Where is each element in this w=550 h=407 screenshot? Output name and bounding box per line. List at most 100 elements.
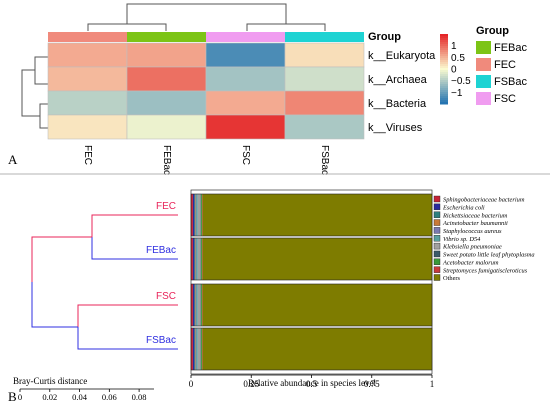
bar-outline (190, 193, 433, 237)
scale-axis-tick-label: 0.06 (102, 392, 117, 402)
colorbar-tick-label: 1 (451, 41, 457, 52)
group-annotation-cell (127, 32, 206, 42)
sample-label: FSBac (146, 335, 176, 346)
colorbar-segment (440, 50, 448, 53)
species-legend-label: Streptomyces fumigatiscleroticus (443, 267, 528, 274)
panel-label-a: A (8, 152, 18, 167)
colorbar-segment (440, 80, 448, 83)
bar-outline (190, 327, 433, 371)
species-legend-label: Sphingobacteriaceae bacterium (443, 197, 525, 204)
stacked-bars (190, 189, 433, 375)
heatmap-cell (126, 42, 207, 68)
row-label: k__Eukaryota (368, 50, 436, 62)
colorbar-segment (440, 76, 448, 79)
abundance-x-axis: 0 0.25 0.5 0.75 1 (189, 374, 435, 389)
species-legend-swatch (433, 250, 441, 258)
species-legend-label: Acetobacter malorum (442, 259, 499, 266)
dendrogram-branch (91, 214, 178, 237)
bar-segment (195, 284, 197, 326)
colorbar-segment (440, 96, 448, 99)
colorbar-segment (440, 40, 448, 43)
bar-segment (197, 328, 201, 370)
bar-segment (194, 328, 196, 370)
colorbar-segment (440, 48, 448, 51)
heatmap-cell (205, 66, 286, 92)
bar-segment (200, 238, 202, 280)
colorbar-segment (440, 98, 448, 101)
colorbar-segment (440, 62, 448, 65)
species-legend: Sphingobacteriaceae bacteriumEscherichia… (433, 195, 535, 282)
row-labels: k__Eukaryota k__Archaea k__Bacteria k__Viru… (368, 50, 436, 134)
column-label: FSBac (319, 145, 330, 175)
bar-segment (202, 238, 203, 280)
sample-label: FEBac (146, 245, 176, 256)
bar-segment (201, 194, 203, 236)
group-annotation-label: Group (368, 31, 401, 43)
bar-segment (195, 328, 196, 370)
colorbar-tick-label: 0 (451, 65, 457, 76)
colorbar-segment (440, 66, 448, 69)
bar-segment (195, 328, 197, 370)
bar-segment (202, 194, 203, 236)
panel-label-b: B (8, 389, 17, 404)
colorbar-segment (440, 54, 448, 57)
bar-segment (202, 238, 432, 280)
heatmap-cell (126, 66, 207, 92)
species-legend-label: Vibrio sp. D54 (443, 236, 481, 243)
bar-segment (197, 238, 201, 280)
group-annotation-cell (206, 32, 285, 42)
bar-segment (191, 194, 193, 236)
heatmap-cell (126, 90, 207, 116)
colorbar-segment (440, 34, 448, 37)
dendrogram-branch (91, 237, 178, 260)
row-label: k__Archaea (368, 74, 428, 86)
colorbar-segment (440, 42, 448, 45)
colorbar-segment (440, 74, 448, 77)
heatmap-cell (47, 90, 128, 116)
species-legend-label: Klebsiella pneumoniae (442, 244, 502, 251)
bar-segment (196, 194, 198, 236)
bar-segment (197, 194, 201, 236)
bray-curtis-axis: 0 0.02 0.04 0.06 0.08 (18, 388, 154, 402)
scale-axis-tick-label: 0.02 (42, 392, 57, 402)
scale-axis-tick-label: 0.04 (72, 392, 88, 402)
colorbar-segment (440, 44, 448, 47)
bar-segment (202, 284, 432, 326)
colorbar-segment (440, 68, 448, 71)
bar-segment (202, 328, 203, 370)
group-legend-title: Group (476, 25, 509, 37)
colorbar-segment (440, 70, 448, 73)
column-dendrogram (87, 3, 326, 31)
bar-segment (202, 194, 432, 236)
species-legend-swatch (433, 235, 441, 242)
heatmap-panel: Group k__Eukaryota k__Archaea k__Bacteriak… (8, 3, 528, 175)
bar-segment (191, 284, 193, 326)
colorbar-segment (440, 82, 448, 85)
colorbar-segment (440, 72, 448, 75)
species-legend-label: Acinetobacter baumannii (442, 220, 508, 227)
bar-segment (200, 194, 202, 236)
heatmap-cell (205, 114, 286, 140)
species-legend-label: Staphylococcus aureus (443, 228, 502, 235)
bar-segment (194, 194, 196, 236)
column-labels: FEC FEBac FSC FSBac (82, 145, 330, 175)
species-legend-swatch (433, 219, 441, 226)
x-axis-tick-label: 0.75 (364, 379, 380, 389)
species-legend-swatch (433, 258, 441, 265)
bar-segment (194, 284, 196, 326)
colorbar-segment (440, 60, 448, 63)
colorbar-segment (440, 86, 448, 89)
bar-segment (201, 284, 203, 326)
heatmap-cell (284, 66, 365, 92)
bar-segment (192, 328, 195, 370)
species-legend-swatch (433, 274, 441, 281)
x-axis-tick-label: 1 (430, 379, 435, 389)
dendrogram-branch (31, 282, 78, 328)
column-label: FEC (82, 145, 93, 165)
group-annotation-cell (285, 32, 364, 42)
abundance-panel: FEC FEBac FSC FSBac 0 0.02 0.04 0.06 0.08 Bray-… (8, 189, 535, 404)
dendrogram-branch (77, 304, 178, 327)
sample-labels: FEC FEBac FSC FSBac (146, 201, 176, 346)
heatmap-cell (47, 114, 128, 140)
heatmap-cell (284, 42, 365, 68)
